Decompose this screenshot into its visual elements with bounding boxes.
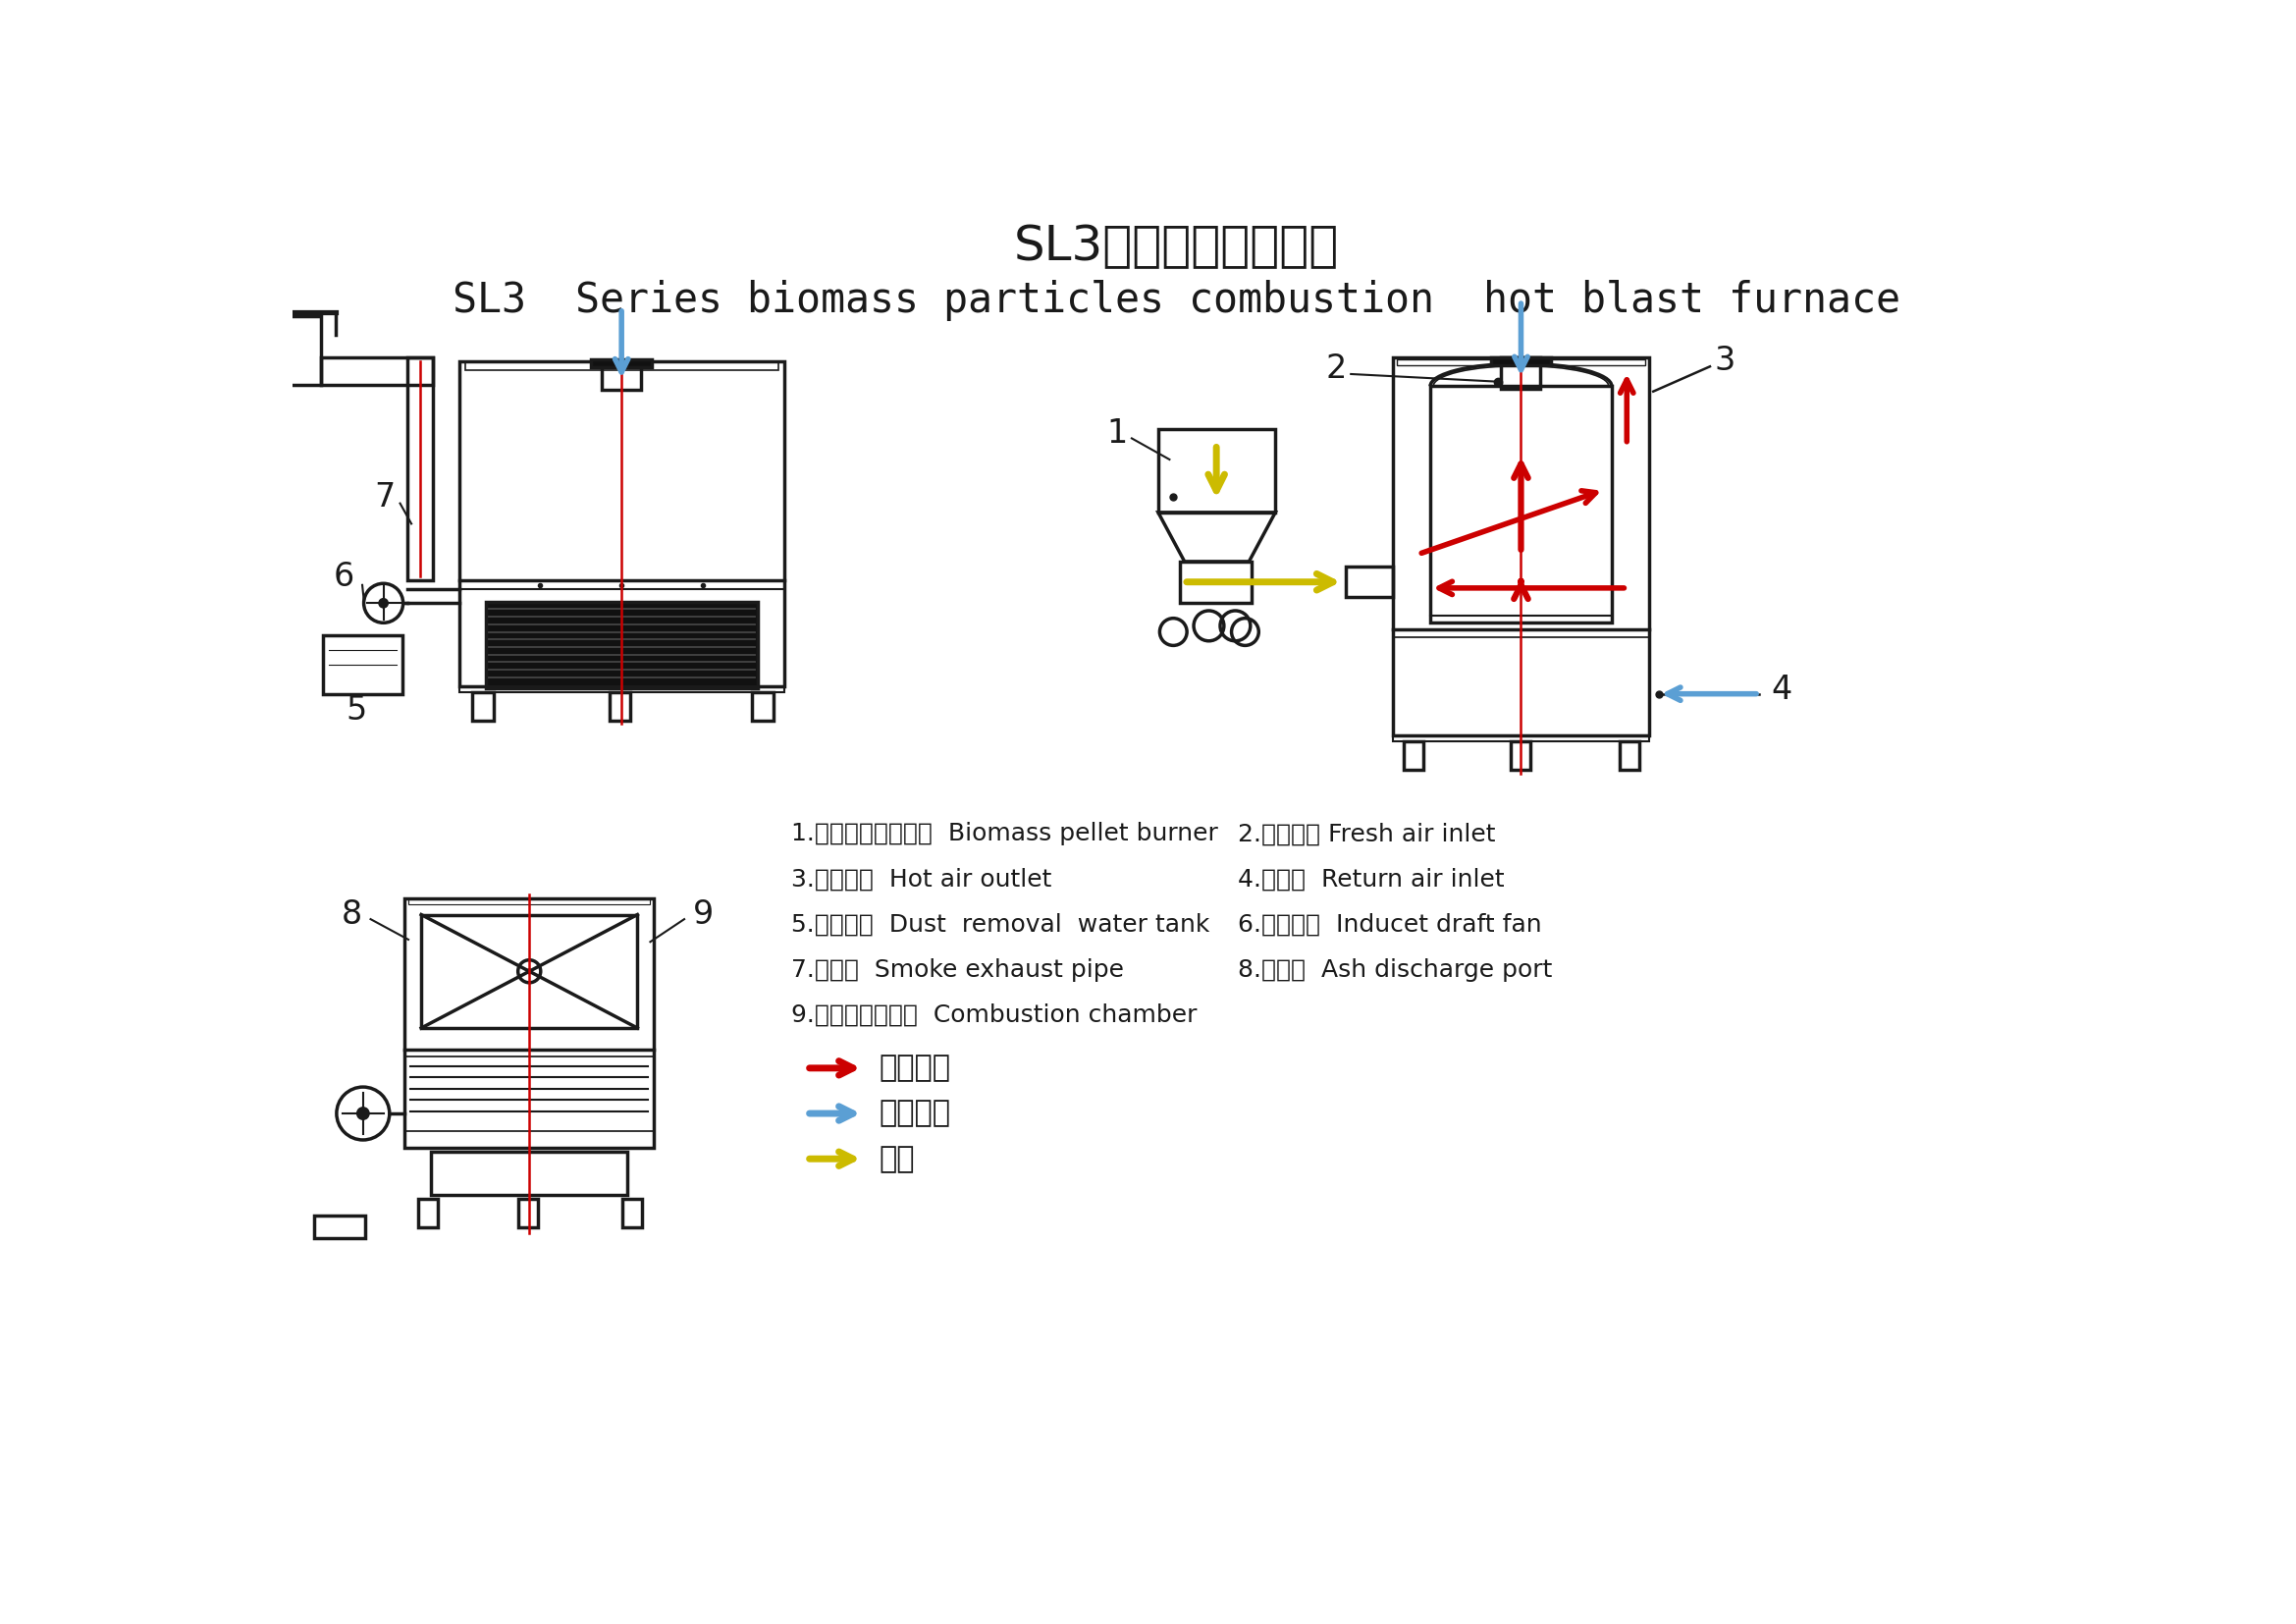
Bar [459,361,783,687]
Bar [1345,567,1391,598]
Text: 8.掘灰口  Ash discharge port: 8.掘灰口 Ash discharge port [1238,958,1552,981]
Bar [409,900,650,905]
Text: 2.新风进口 Fresh air inlet: 2.新风进口 Fresh air inlet [1238,822,1495,846]
Text: 4: 4 [1770,674,1793,706]
Bar [1619,742,1639,770]
Bar [418,1199,439,1228]
Text: 燃料: 燃料 [879,1145,914,1173]
Bar [1180,562,1251,603]
Text: 2: 2 [1325,352,1345,385]
Text: 4.回风口  Return air inlet: 4.回风口 Return air inlet [1238,867,1504,892]
Text: 8: 8 [342,898,363,931]
Bar [321,357,434,385]
Text: SL3  Series biomass particles combustion  hot blast furnace: SL3 Series biomass particles combustion … [452,279,1901,322]
Bar [324,635,402,693]
Text: 7: 7 [374,481,395,513]
Bar [420,914,638,1028]
Text: 6.引烟风机  Inducet draft fan: 6.引烟风机 Inducet draft fan [1238,913,1541,935]
Bar [459,687,783,692]
Text: 1.生物质颗粒燃烧机  Biomass pellet burner: 1.生物质颗粒燃烧机 Biomass pellet burner [792,822,1219,846]
Bar [1391,357,1649,736]
Bar [287,315,321,385]
Text: 9.燃烧室（炉膛）  Combustion chamber: 9.燃烧室（炉膛） Combustion chamber [792,1004,1199,1026]
Text: 高温空气: 高温空气 [879,1054,951,1082]
Text: 5: 5 [347,695,367,726]
Bar [608,692,631,721]
Circle shape [356,1106,370,1121]
Bar [1511,742,1529,770]
Bar [519,1199,537,1228]
Bar [753,692,774,721]
Text: 低温空气: 低温空气 [879,1099,951,1127]
Circle shape [526,968,533,974]
Bar [404,898,654,1148]
Text: 7.排烟管  Smoke exhaust pipe: 7.排烟管 Smoke exhaust pipe [792,958,1125,981]
Text: 5.除尘水筱  Dust  removal  water tank: 5.除尘水筱 Dust removal water tank [792,913,1210,935]
Bar [484,601,758,689]
Bar [592,359,652,367]
Bar [466,362,778,370]
Circle shape [379,598,388,609]
Text: 3.热风出口  Hot air outlet: 3.热风出口 Hot air outlet [792,867,1052,892]
Text: 6: 6 [333,560,354,593]
Bar [602,361,641,390]
Text: 9: 9 [693,898,714,931]
Bar [1502,357,1541,390]
Bar [1396,359,1644,365]
Bar [1490,357,1552,365]
Bar [1391,736,1649,742]
Bar [1403,742,1424,770]
Text: SL3系列生物质热风炉: SL3系列生物质热风炉 [1015,222,1339,270]
Text: 1: 1 [1107,417,1127,450]
Text: 3: 3 [1715,344,1736,377]
Bar [409,357,434,580]
Bar [315,1215,365,1237]
Bar [1430,387,1612,622]
Bar [622,1199,643,1228]
Bar [432,1151,627,1195]
Bar [1157,429,1274,513]
Bar [473,692,494,721]
